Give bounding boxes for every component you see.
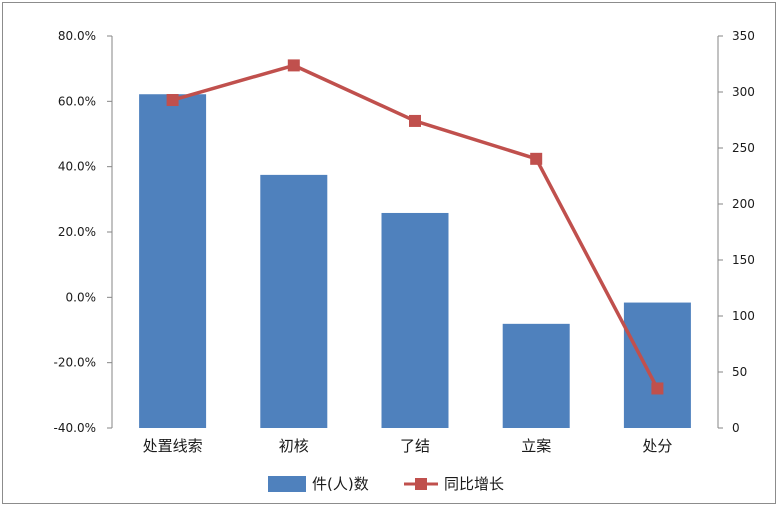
bar xyxy=(502,323,570,428)
left-axis: 80.0% 60.0% 40.0% 20.0% 0.0% -20.0% -40.0% xyxy=(54,29,113,435)
right-tick-label: 150 xyxy=(732,253,755,267)
right-tick-label: 300 xyxy=(732,85,755,99)
bar xyxy=(139,94,207,429)
bar-series xyxy=(139,94,691,429)
line-series xyxy=(166,59,664,395)
line-marker xyxy=(409,114,421,127)
category-label: 了结 xyxy=(400,437,430,455)
right-tick-label: 50 xyxy=(732,365,747,379)
left-tick-label: 80.0% xyxy=(58,29,96,43)
left-tick-label: 60.0% xyxy=(58,94,96,108)
bar xyxy=(381,212,449,428)
left-tick-label: -20.0% xyxy=(54,356,96,370)
category-label: 初核 xyxy=(279,437,309,455)
legend-bar-label: 件(人)数 xyxy=(312,475,369,493)
right-tick-label: 0 xyxy=(732,421,740,435)
left-tick-label: 40.0% xyxy=(58,160,96,174)
right-tick-label: 350 xyxy=(732,29,755,43)
right-tick-label: 250 xyxy=(732,141,755,155)
right-tick-label: 100 xyxy=(732,309,755,323)
left-tick-label: 20.0% xyxy=(58,225,96,239)
line-marker xyxy=(287,59,300,72)
line-marker xyxy=(166,94,179,107)
legend-line-marker xyxy=(415,478,427,490)
bar xyxy=(260,174,328,428)
right-axis: 350 300 250 200 150 100 50 0 xyxy=(717,29,755,435)
right-tick-label: 200 xyxy=(732,197,755,211)
line-marker xyxy=(651,382,664,395)
left-tick-label: 0.0% xyxy=(66,290,97,304)
left-tick-label: -40.0% xyxy=(54,421,96,435)
legend-bar-swatch xyxy=(268,476,306,492)
legend: 件(人)数 同比增长 xyxy=(268,475,504,493)
legend-line-label: 同比增长 xyxy=(444,475,504,493)
bar xyxy=(623,302,691,428)
category-labels: 处置线索 初核 了结 立案 处分 xyxy=(143,437,673,455)
category-label: 立案 xyxy=(521,437,551,455)
line-marker xyxy=(530,152,543,165)
category-label: 处置线索 xyxy=(143,437,203,455)
category-label: 处分 xyxy=(642,437,672,455)
